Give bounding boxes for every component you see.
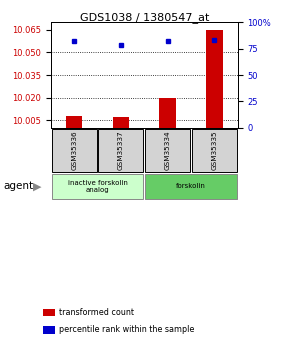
Text: ▶: ▶ bbox=[33, 181, 42, 191]
Text: GSM35336: GSM35336 bbox=[71, 130, 77, 170]
Bar bbox=[52, 129, 97, 171]
Text: GDS1038 / 1380547_at: GDS1038 / 1380547_at bbox=[80, 12, 210, 23]
Text: forskolin: forskolin bbox=[176, 183, 206, 189]
Bar bbox=[145, 174, 237, 199]
Bar bbox=[145, 129, 190, 171]
Bar bbox=[192, 129, 237, 171]
Bar bbox=[206, 30, 223, 128]
Text: inactive forskolin
analog: inactive forskolin analog bbox=[68, 180, 127, 193]
Text: GSM35335: GSM35335 bbox=[211, 130, 218, 170]
Text: transformed count: transformed count bbox=[59, 308, 134, 317]
Text: GSM35334: GSM35334 bbox=[165, 130, 171, 170]
Bar bbox=[43, 309, 55, 316]
Bar bbox=[66, 116, 82, 128]
Text: percentile rank within the sample: percentile rank within the sample bbox=[59, 325, 194, 334]
Bar bbox=[52, 174, 143, 199]
Text: agent: agent bbox=[3, 181, 33, 191]
Bar bbox=[98, 129, 143, 171]
Text: GSM35337: GSM35337 bbox=[118, 130, 124, 170]
Bar bbox=[43, 326, 55, 334]
Bar bbox=[113, 117, 129, 128]
Bar bbox=[160, 98, 176, 128]
